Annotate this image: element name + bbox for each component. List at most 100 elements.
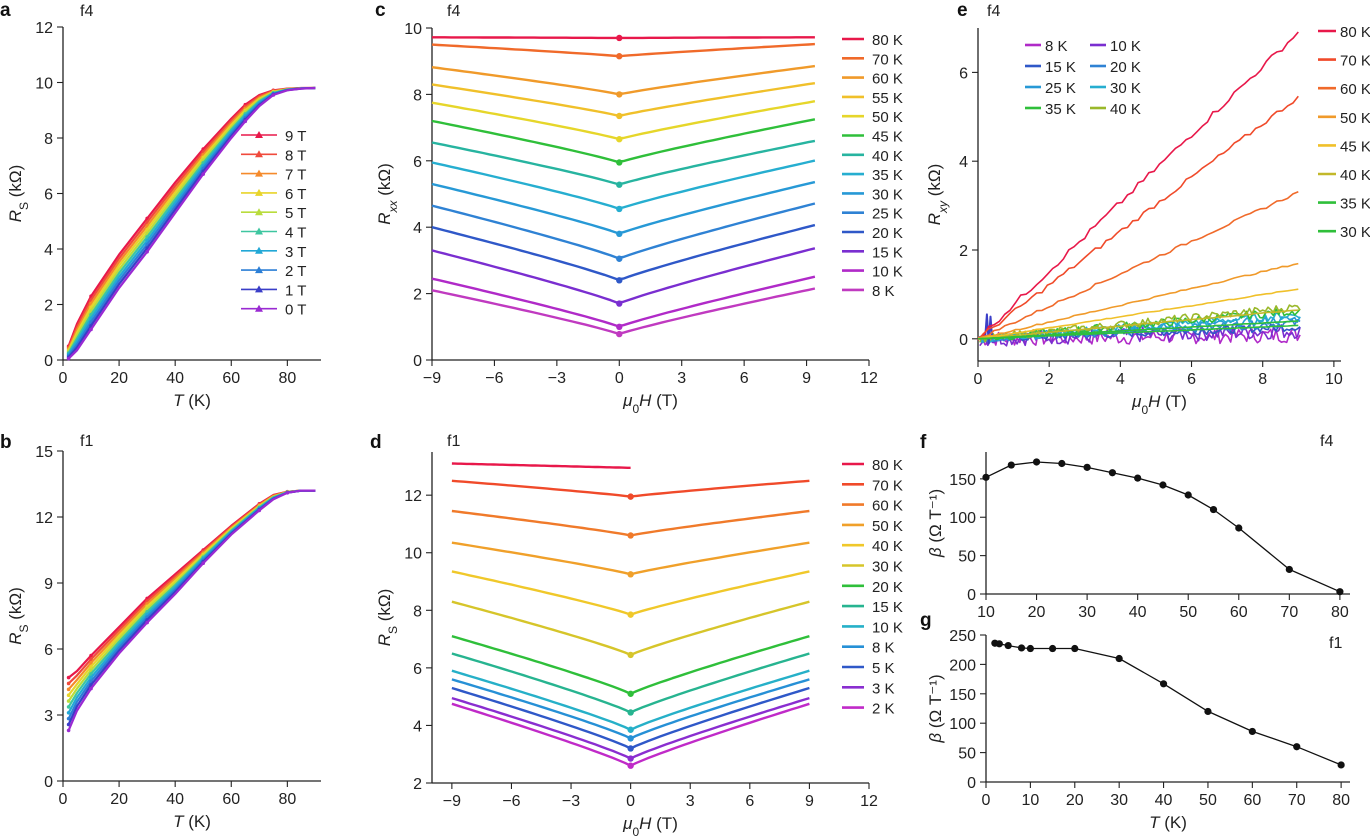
mr-series-line — [431, 42, 815, 58]
x-tick-label: 0 — [626, 793, 635, 810]
mr-min-marker — [616, 159, 623, 166]
mr-min-marker — [627, 745, 634, 752]
rt-marker — [145, 249, 149, 254]
rt-marker — [285, 491, 290, 495]
rt-marker — [257, 508, 262, 513]
legend-label: 2 K — [872, 701, 895, 718]
beta-point — [1248, 727, 1256, 736]
sample-label: f1 — [80, 433, 93, 450]
y-axis-label: β (Ω T⁻¹) — [926, 489, 945, 558]
panel-g: 0 10 20 30 40 50 60 70 80 0 50 100 150 200 250 g f1 T (K)… — [920, 610, 1350, 832]
y-axis-label: RS (kΩ) — [6, 165, 31, 223]
beta-point — [1159, 481, 1167, 489]
y-label-unit: (kΩ) — [375, 163, 394, 200]
y-tick-label: 50 — [958, 746, 976, 763]
legend-label: 60 K — [872, 71, 903, 88]
y-tick-label: 2 — [413, 776, 422, 793]
y-tick-label: 200 — [949, 657, 976, 674]
beta-point — [1017, 644, 1026, 652]
legend-label: 50 K — [1340, 110, 1370, 127]
rt-series-line — [67, 489, 316, 731]
mr-series-line — [431, 139, 816, 186]
y-label-unit: (Ω T⁻¹) — [926, 489, 945, 548]
mr-series-line — [451, 600, 810, 657]
legend-label: 6 T — [285, 186, 306, 203]
x-tick-label: 40 — [166, 370, 184, 387]
mr-series-line — [431, 180, 816, 235]
mr-min-marker — [616, 34, 623, 42]
mr-min-marker — [616, 53, 623, 60]
rt-series-line — [67, 86, 316, 360]
x-axis-label: μ0H (T) — [622, 814, 678, 839]
mr-series-line — [451, 462, 631, 469]
mr-min-marker — [627, 709, 634, 716]
x-tick-label: 20 — [1028, 604, 1046, 621]
x-axis-label: μ0H (T) — [622, 391, 678, 416]
legend-label: 10 K — [872, 264, 903, 281]
beta-point — [1115, 654, 1123, 663]
panel-letter: b — [0, 432, 12, 453]
legend-label: 40 K — [1110, 101, 1141, 118]
legend-label: 50 K — [872, 109, 903, 126]
beta-point — [1032, 458, 1041, 466]
y-label-var: β — [926, 733, 945, 744]
rt-marker — [66, 705, 71, 709]
x-label-unit: (T) — [1160, 392, 1186, 411]
rt-marker — [66, 681, 71, 686]
legend-label: 25 K — [872, 206, 903, 223]
rt-marker — [145, 620, 149, 625]
legend-label: 5 T — [285, 205, 306, 222]
legend-label: 50 K — [872, 518, 903, 535]
sample-label: f1 — [447, 433, 460, 450]
x-label-unit: (T) — [651, 814, 677, 833]
panel-b: 0 20 40 60 80 0 3 6 9 12 15 b f1 T (K) RS (kΩ) — [0, 432, 321, 831]
legend-label: 15 K — [872, 244, 903, 261]
x-tick-label: −6 — [502, 793, 520, 810]
y-tick-label: 12 — [404, 488, 422, 505]
panel-letter: d — [370, 432, 382, 453]
x-tick-label: 3 — [686, 793, 695, 810]
legend-label: 20 K — [872, 225, 903, 242]
x-tick-label: 50 — [1179, 604, 1197, 621]
y-axis-label: RS (kΩ) — [375, 589, 400, 647]
x-axis-label: T (K) — [173, 812, 211, 831]
x-tick-label: 70 — [1280, 604, 1298, 621]
beta-point — [1235, 524, 1243, 532]
legend-label: 60 K — [1340, 81, 1370, 98]
mr-series-line — [451, 541, 810, 576]
x-label-unit: (K) — [1160, 813, 1187, 832]
legend-label: 40 K — [1340, 167, 1370, 184]
legend-label: 70 K — [1340, 53, 1370, 70]
x-tick-label: 30 — [1110, 792, 1128, 809]
y-label-unit: (kΩ) — [925, 164, 944, 201]
mr-series-line — [431, 100, 816, 140]
x-tick-label: 6 — [740, 370, 749, 387]
beta-point — [1159, 680, 1168, 688]
rt-marker — [66, 716, 71, 721]
mr-series-line — [431, 275, 816, 328]
legend-label: 80 K — [872, 457, 903, 474]
x-tick-label: 0 — [59, 370, 68, 387]
x-tick-label: 8 — [1258, 371, 1267, 388]
x-tick-label: 70 — [1288, 792, 1306, 809]
panel-letter: c — [375, 0, 386, 21]
rt-marker — [271, 93, 276, 97]
legend-label: 30 K — [872, 186, 903, 203]
mr-series-line — [431, 64, 816, 96]
x-tick-label: 3 — [677, 370, 686, 387]
legend-label: 3 K — [872, 680, 895, 697]
mr-series-line — [431, 82, 816, 117]
sample-label: f4 — [80, 3, 93, 20]
legend-label: 0 T — [285, 302, 306, 319]
beta-point — [1004, 641, 1012, 650]
sample-label: f4 — [987, 3, 1000, 20]
legend-label: 30 K — [872, 559, 903, 576]
legend-label: 35 K — [1045, 101, 1076, 118]
legend-label: 20 K — [1110, 59, 1141, 76]
rt-marker — [89, 664, 93, 669]
legend-label: 70 K — [872, 51, 903, 68]
mr-min-marker — [616, 230, 623, 238]
rt-marker — [243, 119, 248, 124]
mr-min-marker — [616, 323, 623, 330]
mr-min-marker — [616, 205, 623, 213]
